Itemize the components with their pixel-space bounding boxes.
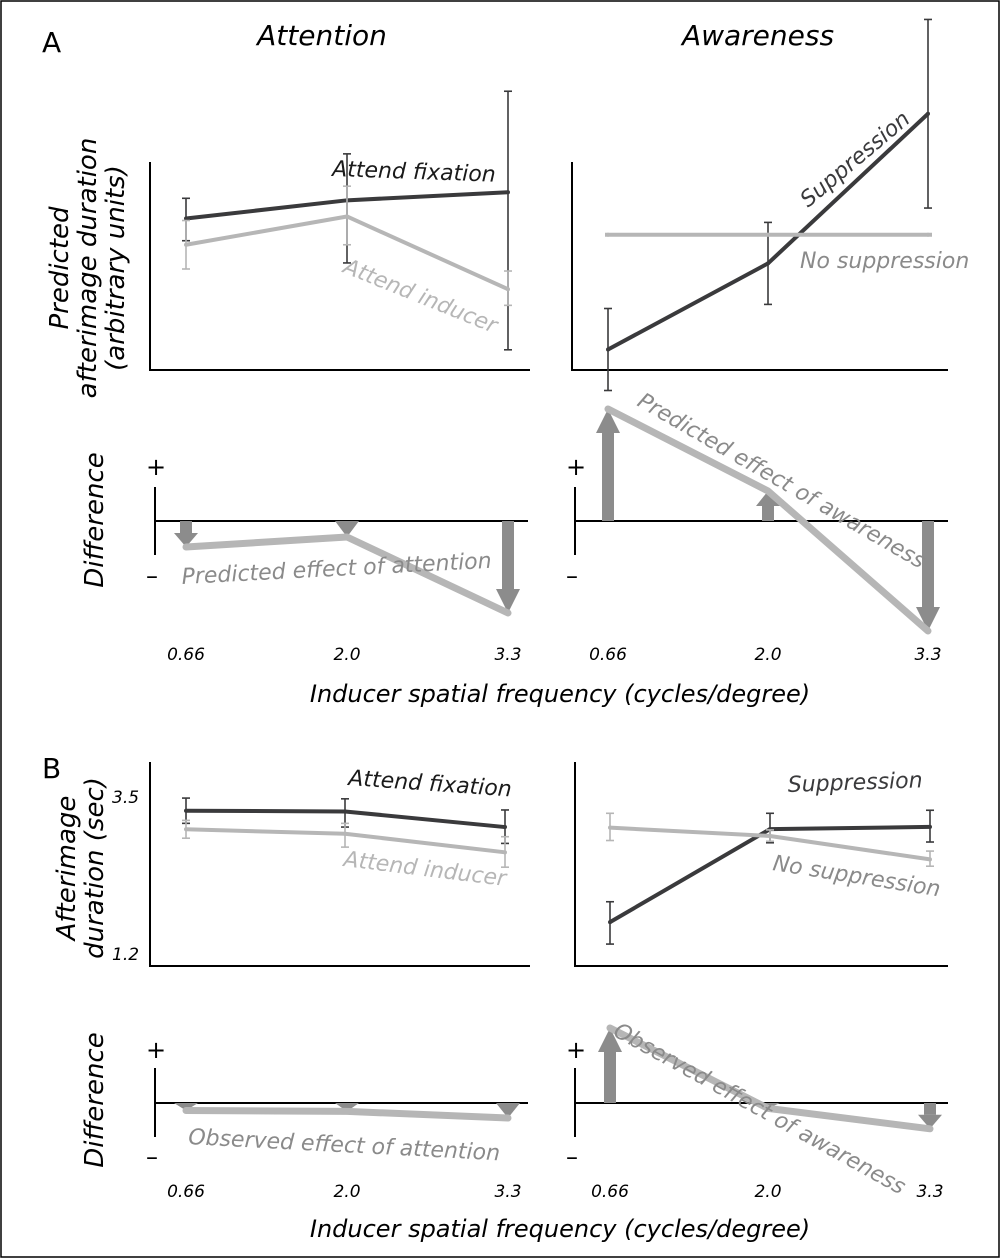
xtick-a-attention-1: 2.0 [333,645,360,665]
ylabel-a-difference: Difference [80,452,110,587]
sign-a-attention-plus: + [146,453,166,481]
ylabel-b-line2: duration (sec) [80,777,110,959]
column-title-attention: Attention [255,19,387,52]
B-awareness-s1-point-1 [768,833,772,838]
A-attention-difference-arrow-head-2 [496,589,520,613]
sign-a-awareness-plus: + [566,453,586,481]
ylabel-b-line1: Afterimage [52,796,82,943]
B-attention-axes [149,762,530,967]
A-awareness-difference-arrow-shaft-1 [762,506,774,521]
B-awareness-axes [574,762,948,967]
xtick-b-attention-2: 3.3 [494,1182,521,1202]
xtick-a-attention-2: 3.3 [494,645,521,665]
ylabel-a-line1: Predicted [45,206,75,330]
A-awareness-difference-arrow-head-0 [596,409,620,433]
B-attention-s0-point-1 [343,809,347,814]
B-attention-s0-point-0 [184,808,188,813]
A-awareness-difference-arrow-shaft-0 [602,433,614,521]
B-attention-s1-point-1 [343,831,347,836]
A-attention-difference-arrow-shaft-2 [502,521,514,589]
ylabel-a-line3: (arbitrary units) [101,165,131,371]
A-awareness-difference-arrow-shaft-2 [922,521,934,607]
B-attention-s1-point-2 [503,850,507,855]
panel-label-b: B [42,752,61,785]
B-attention-difference-effect-line [182,1107,512,1122]
label-b-suppression: Suppression [787,768,923,798]
B-awareness-s1-point-2 [928,857,932,862]
A-awareness-s1-point-0 [606,232,610,237]
A-awareness-difference-arrow-head-1 [756,491,780,506]
xtick-a-attention-0: 0.66 [167,645,205,665]
xlabel-b: Inducer spatial frequency (cycles/degree… [310,1215,810,1243]
B-awareness-s0-point-2 [928,824,932,829]
B-attention-s0-point-2 [503,825,507,830]
xtick-b-awareness-0: 0.66 [591,1182,629,1202]
B-attention-difference-arrow-head-1 [335,1103,359,1112]
sign-b-attention-minus: – [146,1143,158,1171]
sign-b-awareness-minus: – [566,1143,578,1171]
B-awareness-difference-arrow-shaft-2 [924,1103,936,1115]
B-awareness-difference-arrow-shaft-0 [604,1052,616,1103]
ylabel-b: Afterimage duration (sec) [52,777,110,959]
A-awareness-difference-effect-line [604,405,932,635]
xtick-b-awareness-1: 2.0 [754,1182,781,1202]
xtick-b-awareness-2: 3.3 [916,1182,943,1202]
tick-labels-layer: 0.66 2.0 3.3 0.66 2.0 3.3 0.66 2.0 3.3 0.66 2.0 3.3 [167,645,943,1202]
sign-a-awareness-minus: – [566,562,578,590]
A-attention-difference-effect-line [182,533,512,617]
panel-label-a: A [42,26,61,59]
A-awareness-s0-point-2 [926,111,930,116]
sign-b-attention-plus: + [146,1036,166,1064]
xtick-a-awareness-0: 0.66 [589,645,627,665]
label-a-attend-fixation: Attend fixation [330,157,496,188]
xtick-a-awareness-2: 3.3 [914,645,941,665]
xtick-b-attention-1: 2.0 [333,1182,360,1202]
B-attention-difference-arrow-head-2 [496,1103,520,1118]
A-awareness-s0-point-1 [766,261,770,266]
A-awareness-difference-arrow-head-2 [916,607,940,631]
B-awareness-s1-point-0 [608,825,612,830]
ylabel-a-line2: afterimage duration [73,138,103,399]
A-attention-difference-arrow-head-1 [335,521,359,537]
ylabel-a: Predicted afterimage duration (arbitrary… [45,138,131,399]
A-attention-difference-arrow-shaft-0 [180,521,192,533]
B-awareness-difference-arrow-head-2 [918,1114,942,1129]
B-awareness-difference-arrow-head-0 [598,1028,622,1052]
B-attention-difference-arrow-head-0 [174,1103,198,1111]
A-attention-difference-arrow-head-0 [174,533,198,547]
ylabel-b-difference: Difference [80,1032,110,1167]
A-awareness-s1-point-1 [766,232,770,237]
xtick-a-awareness-1: 2.0 [754,645,781,665]
A-attention-s1-point-2 [506,287,510,292]
column-title-awareness: Awareness [680,19,834,52]
A-attention-s1-point-1 [345,214,349,219]
A-attention-s1-point-0 [184,242,188,247]
B-awareness-difference-effect-line [606,1024,934,1133]
A-attention-s0-point-0 [184,216,188,221]
marks-layer [174,18,942,1133]
A-attention-s0-point-2 [506,190,510,195]
ytick-b-bottom: 1.2 [112,945,139,965]
A-awareness-axes [571,162,948,371]
label-a-no-suppression: No suppression [800,249,969,274]
B-attention-s1-point-0 [184,827,188,832]
sign-b-awareness-plus: + [566,1036,586,1064]
sign-a-attention-minus: – [146,562,158,590]
A-awareness-s0-point-0 [606,347,610,352]
A-awareness-s1-point-2 [926,232,930,237]
ytick-b-top: 3.5 [112,788,139,808]
xlabel-a: Inducer spatial frequency (cycles/degree… [310,680,810,708]
xtick-b-attention-0: 0.66 [167,1182,205,1202]
B-awareness-s0-point-0 [608,920,612,925]
A-attention-axes [149,162,530,371]
